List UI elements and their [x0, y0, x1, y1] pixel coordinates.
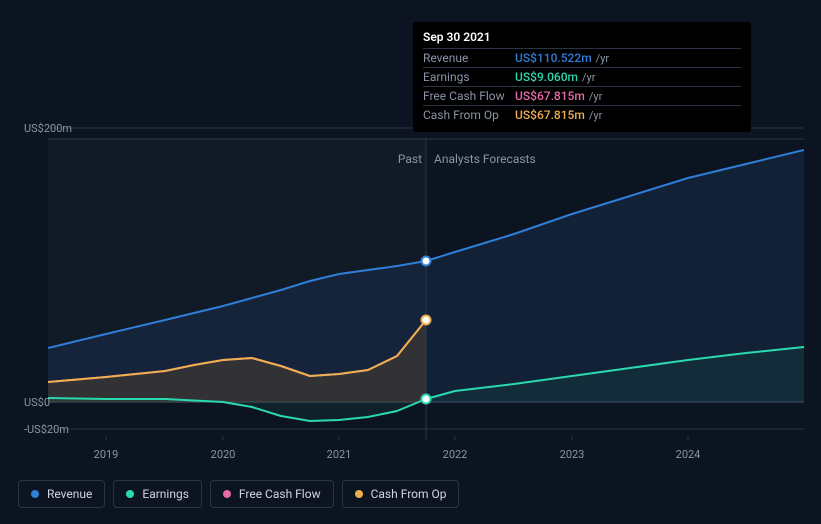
legend-label: Free Cash Flow — [239, 487, 321, 501]
legend-dot-icon — [355, 490, 363, 498]
financial-chart: Past Analysts Forecasts US$200m US$0 -US$2… — [18, 18, 804, 508]
legend-label: Earnings — [142, 487, 189, 501]
x-axis-tick-label: 2022 — [443, 448, 468, 461]
legend-dot-icon — [126, 490, 134, 498]
tooltip-row: Cash From OpUS$67.815m/yr — [423, 105, 741, 124]
x-axis-tick-label: 2021 — [327, 448, 352, 461]
x-axis-tick-label: 2019 — [94, 448, 119, 461]
legend-item-earnings[interactable]: Earnings — [113, 480, 202, 508]
tooltip-metric-unit: /yr — [589, 109, 602, 122]
y-axis-tick-label: US$0 — [24, 396, 50, 409]
legend-dot-icon — [223, 490, 231, 498]
tooltip-metric-label: Revenue — [423, 51, 515, 65]
x-axis-tick-label: 2020 — [211, 448, 236, 461]
legend-label: Cash From Op — [371, 487, 447, 501]
tooltip-row: EarningsUS$9.060m/yr — [423, 67, 741, 86]
chart-tooltip: Sep 30 2021 RevenueUS$110.522m/yrEarning… — [413, 22, 751, 132]
legend-item-free-cash-flow[interactable]: Free Cash Flow — [210, 480, 334, 508]
x-axis-tick-label: 2023 — [560, 448, 585, 461]
y-axis-tick-label: -US$20m — [24, 423, 69, 436]
tooltip-metric-label: Earnings — [423, 70, 515, 84]
tooltip-metric-value: US$67.815m — [515, 89, 585, 103]
legend-dot-icon — [31, 490, 39, 498]
past-label: Past — [398, 152, 422, 166]
tooltip-metric-value: US$67.815m — [515, 108, 585, 122]
tooltip-metric-value: US$110.522m — [515, 51, 592, 65]
tooltip-metric-label: Cash From Op — [423, 108, 515, 122]
tooltip-row: RevenueUS$110.522m/yr — [423, 48, 741, 67]
chart-legend: Revenue Earnings Free Cash Flow Cash From O… — [18, 480, 459, 508]
x-axis-tick-label: 2024 — [676, 448, 701, 461]
tooltip-metric-label: Free Cash Flow — [423, 89, 515, 103]
forecast-label: Analysts Forecasts — [434, 152, 536, 166]
legend-label: Revenue — [47, 487, 92, 501]
tooltip-metric-value: US$9.060m — [515, 70, 578, 84]
tooltip-row: Free Cash FlowUS$67.815m/yr — [423, 86, 741, 105]
y-axis-tick-label: US$200m — [24, 122, 72, 135]
tooltip-metric-unit: /yr — [589, 90, 602, 103]
tooltip-metric-unit: /yr — [582, 71, 595, 84]
tooltip-metric-unit: /yr — [596, 52, 609, 65]
tooltip-date: Sep 30 2021 — [423, 30, 741, 48]
legend-item-revenue[interactable]: Revenue — [18, 480, 105, 508]
legend-item-cash-from-op[interactable]: Cash From Op — [342, 480, 460, 508]
